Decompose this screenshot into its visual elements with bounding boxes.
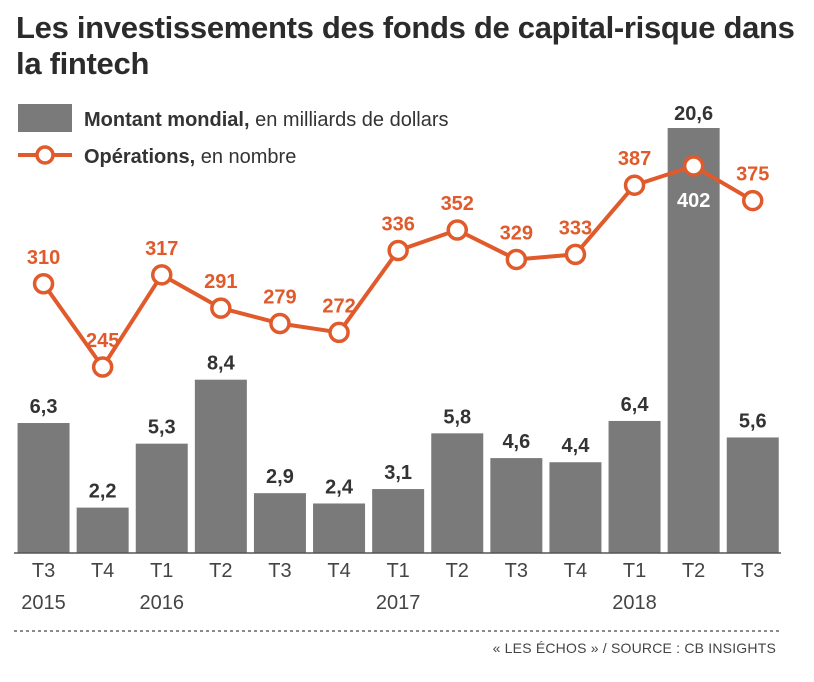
- line-point: [564, 243, 587, 266]
- legend-bar-swatch: [18, 104, 72, 132]
- x-tick-label: T3: [268, 560, 291, 582]
- x-tick-label: T4: [564, 560, 587, 582]
- x-tick-label: T1: [623, 560, 646, 582]
- bar: [549, 462, 602, 553]
- x-tick-label: T1: [386, 560, 409, 582]
- line-value-label: 245: [86, 330, 119, 352]
- line-value-label: 375: [736, 164, 769, 186]
- line-point: [623, 174, 646, 196]
- line-point: [446, 219, 468, 241]
- bar: [76, 507, 129, 553]
- line-point: [328, 321, 350, 344]
- legend-line-label-rest: en nombre: [195, 146, 296, 168]
- source-note: « LES ÉCHOS » / SOURCE : CB INSIGHTS: [492, 640, 776, 656]
- bar-value-label: 4,4: [562, 435, 591, 457]
- x-year-label: 2018: [612, 592, 657, 614]
- bar: [726, 437, 779, 553]
- line-value-label: 387: [618, 148, 651, 170]
- line-point: [91, 356, 114, 378]
- legend-bar-label-bold: Montant mondial,: [84, 109, 250, 131]
- line-value-label: 272: [322, 295, 355, 317]
- line-point: [269, 312, 291, 335]
- bar-value-label: 6,4: [621, 394, 650, 416]
- bar: [17, 423, 70, 553]
- x-tick-label: T1: [150, 560, 173, 582]
- line-value-label: 317: [145, 238, 178, 260]
- x-tick-label: T2: [209, 560, 232, 582]
- line-value-label: 279: [263, 286, 296, 308]
- x-tick-label: T2: [682, 560, 705, 582]
- bar-value-label: 2,4: [325, 476, 354, 498]
- bar: [313, 503, 366, 553]
- x-year-label: 2015: [21, 592, 66, 614]
- bar-value-label: 20,6: [674, 103, 713, 125]
- line-value-label: 352: [441, 193, 474, 215]
- line-value-label: 310: [27, 247, 60, 269]
- bar: [135, 443, 188, 553]
- chart-title: Les investissements des fonds de capital…: [16, 10, 795, 81]
- x-tick-label: T2: [446, 560, 469, 582]
- bar: [667, 128, 720, 553]
- line-value-label: 402: [677, 190, 710, 212]
- bar: [431, 433, 484, 553]
- bar-value-label: 3,1: [384, 462, 412, 484]
- bar-value-label: 6,3: [30, 396, 58, 418]
- bar: [194, 379, 247, 553]
- line-point: [32, 273, 55, 295]
- bar: [253, 493, 306, 553]
- bar-value-label: 8,4: [207, 353, 236, 375]
- legend: Montant mondial, en milliards de dollars…: [18, 104, 449, 168]
- x-tick-label: T3: [32, 560, 55, 582]
- line-point: [210, 297, 232, 319]
- x-axis-ticks: T3 2015 T4 T1 2016 T2 T3 T4 T1 2017 T2 T3 T4 T1 2018 T2…: [21, 560, 764, 614]
- line-point: [151, 264, 173, 286]
- x-tick-label: T3: [505, 560, 528, 582]
- legend-bar-label-rest: en milliards de dollars: [250, 109, 449, 131]
- x-year-label: 2017: [376, 592, 421, 614]
- line-value-label: 336: [381, 213, 414, 235]
- line-point: [505, 248, 528, 271]
- svg-text:Montant mondial, en milliards: Montant mondial, en milliards de dollars: [84, 109, 449, 131]
- bar-value-label: 5,6: [739, 410, 767, 432]
- x-tick-label: T4: [327, 560, 350, 582]
- x-year-label: 2016: [140, 592, 185, 614]
- x-tick-label: T4: [91, 560, 114, 582]
- bar-series: 6,3 2,2 5,3 8,4 2,9 2,4 3,1 5,8 4,6 4,4 6,4 20,6 5,6: [17, 103, 779, 553]
- bar-value-label: 5,8: [443, 406, 471, 428]
- x-tick-label: T3: [741, 560, 764, 582]
- bar-value-label: 2,2: [89, 481, 117, 503]
- legend-line-marker: [35, 145, 55, 165]
- legend-line-label-bold: Opérations,: [84, 146, 195, 168]
- bar-value-label: 2,9: [266, 466, 294, 488]
- bar: [608, 420, 661, 553]
- bar-value-label: 5,3: [148, 417, 176, 439]
- line-point: [387, 239, 409, 262]
- bar: [372, 489, 425, 553]
- line-point: [682, 155, 705, 177]
- bar-value-label: 4,6: [502, 431, 530, 453]
- line-point: [742, 189, 764, 212]
- bar: [490, 458, 543, 553]
- operations-line: [41, 164, 754, 369]
- line-value-label: 333: [559, 217, 592, 239]
- line-value-label: 329: [500, 222, 533, 244]
- line-value-label: 291: [204, 271, 237, 293]
- svg-text:Opérations, en nombre: Opérations, en nombre: [84, 146, 296, 168]
- line-series: 310 245 317 291 279 272 336 352 329 333 387 402 375: [27, 148, 769, 378]
